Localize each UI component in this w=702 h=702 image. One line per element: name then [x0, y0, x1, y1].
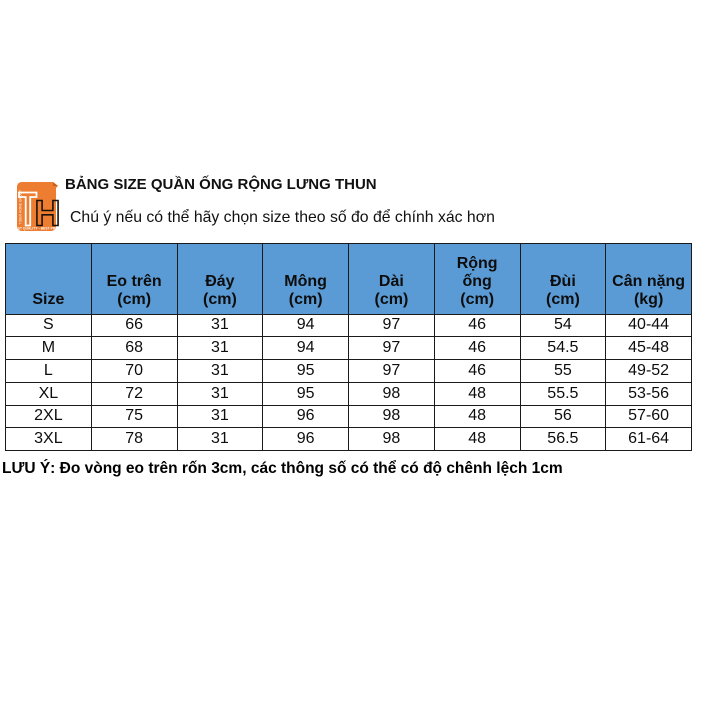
svg-text:TIGER HOME GROUP: TIGER HOME GROUP [19, 190, 23, 224]
svg-text:BEST QUALITY - BEST PRICE: BEST QUALITY - BEST PRICE [15, 226, 61, 230]
